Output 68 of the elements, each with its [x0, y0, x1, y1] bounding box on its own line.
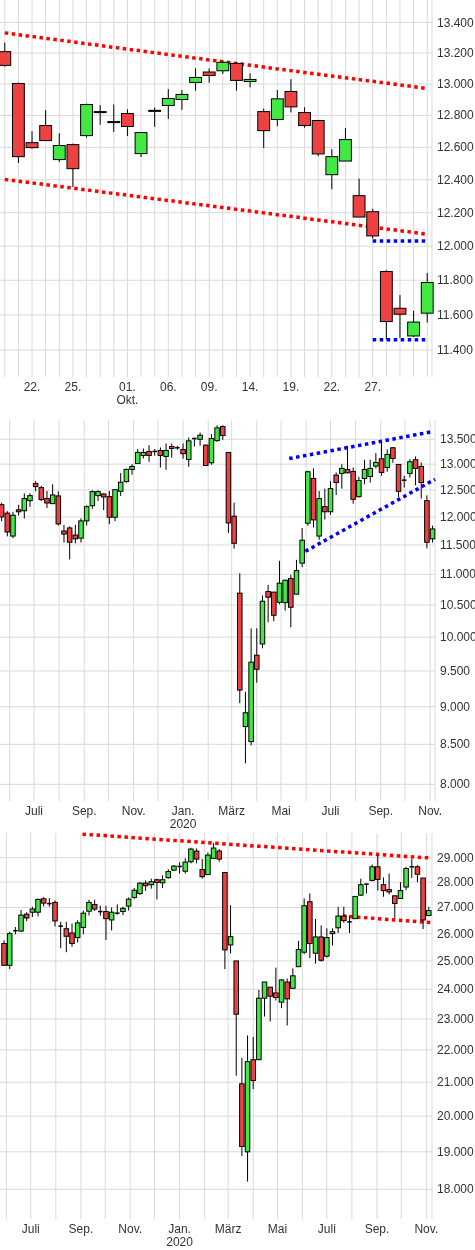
x-tick-label: Nov. — [121, 804, 146, 818]
y-tick-label: 12.000 — [437, 239, 475, 254]
y-tick-label: 21.000 — [437, 1075, 475, 1090]
candlestick — [299, 527, 305, 568]
y-tick-label: 12.400 — [437, 172, 475, 187]
x-tick-label: Sep. — [71, 804, 97, 818]
x-tick-label: Juli — [321, 804, 340, 818]
x-tick-label: 09. — [200, 380, 218, 394]
y-tick-label: 9.500 — [440, 663, 471, 678]
x-tick-label: März — [218, 804, 246, 818]
y-tick-label: 27.000 — [437, 900, 475, 915]
y-tick-label: 23.000 — [437, 1011, 475, 1026]
x-tick-label: 01. Okt. — [116, 380, 139, 407]
candlestick — [39, 109, 53, 142]
y-tick-label: 13.400 — [437, 15, 475, 30]
y-tick-label: 9.000 — [440, 699, 471, 714]
x-tick-label: März — [214, 1222, 242, 1236]
candlestick — [352, 895, 358, 920]
x-tick-label: Nov. — [118, 1222, 143, 1236]
y-tick-label: 11.800 — [437, 273, 474, 288]
x-tick-label: 22. — [23, 380, 41, 394]
y-tick-label: 8.000 — [440, 777, 471, 792]
y-tick-label: 25.000 — [437, 953, 475, 968]
candlestick — [134, 132, 148, 158]
x-tick-label: Sep. — [68, 1222, 94, 1236]
x-tick-label: Sep. — [368, 804, 394, 818]
y-tick-label: 20.000 — [437, 1109, 475, 1124]
candlestick — [407, 310, 421, 338]
y-tick-label: 19.000 — [437, 1144, 475, 1159]
y-tick-label: 11.600 — [437, 307, 474, 322]
x-tick-label: Juli — [21, 1222, 40, 1236]
y-tick-label: 12.200 — [437, 205, 475, 220]
x-tick-label: Sep. — [364, 1222, 390, 1236]
y-tick-label: 18.000 — [437, 1182, 475, 1197]
y-tick-label: 13.200 — [437, 46, 475, 61]
x-tick-label: Nov. — [414, 1222, 439, 1236]
x-tick-label: Mai — [271, 804, 291, 818]
y-tick-label: 12.800 — [437, 108, 475, 123]
x-tick-label: 22. — [323, 380, 341, 394]
y-tick-label: 26.000 — [437, 926, 475, 941]
candlestick — [0, 42, 12, 68]
y-tick-label: 24.000 — [437, 982, 475, 997]
candlestick — [57, 921, 64, 949]
candlestick — [189, 67, 202, 92]
x-tick-label: 06. — [159, 380, 177, 394]
y-tick-label: 11.000 — [440, 567, 475, 582]
x-tick-label: 25. — [64, 380, 82, 394]
x-tick-label: Jan. 2020 — [169, 804, 197, 831]
y-tick-label: 12.600 — [437, 140, 475, 155]
candlestick — [148, 107, 162, 128]
y-tick-label: 13.000 — [437, 76, 475, 91]
x-tick-label: Jan. 2020 — [166, 1222, 194, 1249]
x-tick-label: 27. — [364, 380, 382, 394]
x-tick-label: Mai — [267, 1222, 288, 1236]
y-tick-label: 8.500 — [440, 737, 471, 752]
x-tick-label: 14. — [241, 380, 259, 394]
x-tick-label: 19. — [282, 380, 300, 394]
y-tick-label: 22.000 — [437, 1042, 475, 1057]
x-tick-label: Juli — [317, 1222, 336, 1236]
y-tick-label: 11.500 — [440, 537, 475, 552]
y-tick-label: 28.000 — [437, 875, 475, 890]
candlestick — [333, 471, 339, 496]
x-tick-label: Nov. — [418, 804, 443, 818]
candlestick — [403, 866, 409, 891]
y-tick-label: 11.400 — [437, 343, 474, 358]
candlestick — [120, 906, 126, 916]
y-tick-label: 29.000 — [437, 850, 475, 865]
x-tick-label: Juli — [25, 804, 44, 818]
